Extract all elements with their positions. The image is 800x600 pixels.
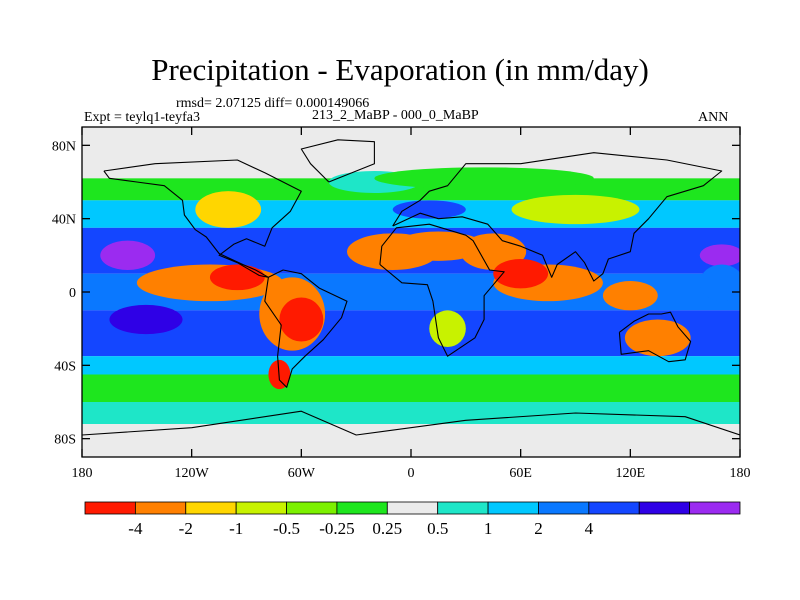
y-tick-label: 40N	[52, 213, 76, 228]
y-tick-label: 0	[69, 286, 76, 301]
colorbar-swatch	[689, 501, 741, 515]
season-label: ANN	[698, 110, 729, 125]
chart-title: Precipitation - Evaporation (in mm/day)	[151, 52, 649, 87]
colorbar-label: -1	[229, 519, 243, 538]
colorbar-label: 0.5	[427, 519, 448, 538]
colorbar-label: -0.5	[273, 519, 300, 538]
colorbar-swatch	[638, 501, 691, 515]
colorbar-label: -2	[179, 519, 193, 538]
y-tick-label: 80S	[54, 433, 76, 448]
colorbar-label: 4	[585, 519, 594, 538]
field-band	[82, 356, 740, 375]
x-tick-label: 0	[408, 466, 415, 481]
field-blob	[279, 297, 324, 342]
colorbar-swatch	[386, 501, 439, 515]
x-tick-label: 180	[730, 466, 751, 481]
coastline	[264, 269, 348, 388]
coastline	[300, 139, 375, 183]
colorbar-swatch	[336, 501, 388, 515]
stats-line: rmsd= 2.07125 diff= 0.000149066	[176, 96, 370, 111]
y-tick-label: 80N	[52, 139, 76, 154]
colorbar-label: 0.25	[372, 519, 402, 538]
coastline	[618, 311, 692, 363]
field-blob	[699, 264, 740, 302]
axis-ticks: 180 120W 60W 0 60E 120E 180 80N 40N 0 40S 80S	[52, 127, 751, 481]
colorbar-swatch	[286, 501, 338, 515]
coastline	[103, 159, 302, 278]
y-tick-label: 40S	[54, 359, 76, 374]
experiment-label: Expt = teylq1-teyfa3	[84, 110, 200, 125]
field-blob	[109, 304, 183, 335]
colorbar-swatch	[134, 501, 187, 515]
coastline	[392, 152, 723, 282]
x-tick-label: 120E	[616, 466, 646, 481]
field-blob	[511, 194, 640, 225]
field-blob	[195, 191, 262, 228]
x-tick-label: 120W	[175, 466, 210, 481]
colorbar-swatch	[588, 501, 640, 515]
field-band	[82, 127, 740, 179]
coastline-layer	[82, 139, 740, 436]
colorbar-swatch	[84, 501, 136, 515]
comparison-label: 213_2_MaBP - 000_0_MaBP	[312, 108, 479, 123]
field-band	[82, 402, 740, 424]
colorbar: -4 -2 -1 -0.5 -0.25 0.25 0.5 1 2 4	[84, 501, 741, 538]
field-blob	[602, 281, 658, 311]
colorbar-label: -4	[128, 519, 143, 538]
colorbar-label: -0.25	[319, 519, 354, 538]
coastline	[379, 223, 505, 357]
x-tick-label: 180	[72, 466, 93, 481]
colorbar-swatch	[487, 501, 539, 515]
field-layer	[82, 127, 740, 457]
colorbar-label: 1	[484, 519, 493, 538]
colorbar-swatch	[235, 501, 287, 515]
x-tick-label: 60E	[509, 466, 532, 481]
field-blob	[100, 240, 156, 270]
colorbar-label: 2	[534, 519, 543, 538]
field-blob	[493, 259, 549, 289]
field-blob	[624, 319, 691, 357]
colorbar-swatch	[437, 501, 489, 515]
colorbar-swatch	[185, 501, 237, 515]
x-tick-label: 60W	[288, 466, 316, 481]
field-blob	[392, 200, 466, 219]
colorbar-swatch	[538, 501, 590, 515]
field-band	[82, 374, 740, 402]
field-blob	[209, 264, 265, 291]
field-blob	[699, 244, 740, 267]
coastline	[82, 410, 740, 436]
field-blob	[374, 167, 594, 190]
